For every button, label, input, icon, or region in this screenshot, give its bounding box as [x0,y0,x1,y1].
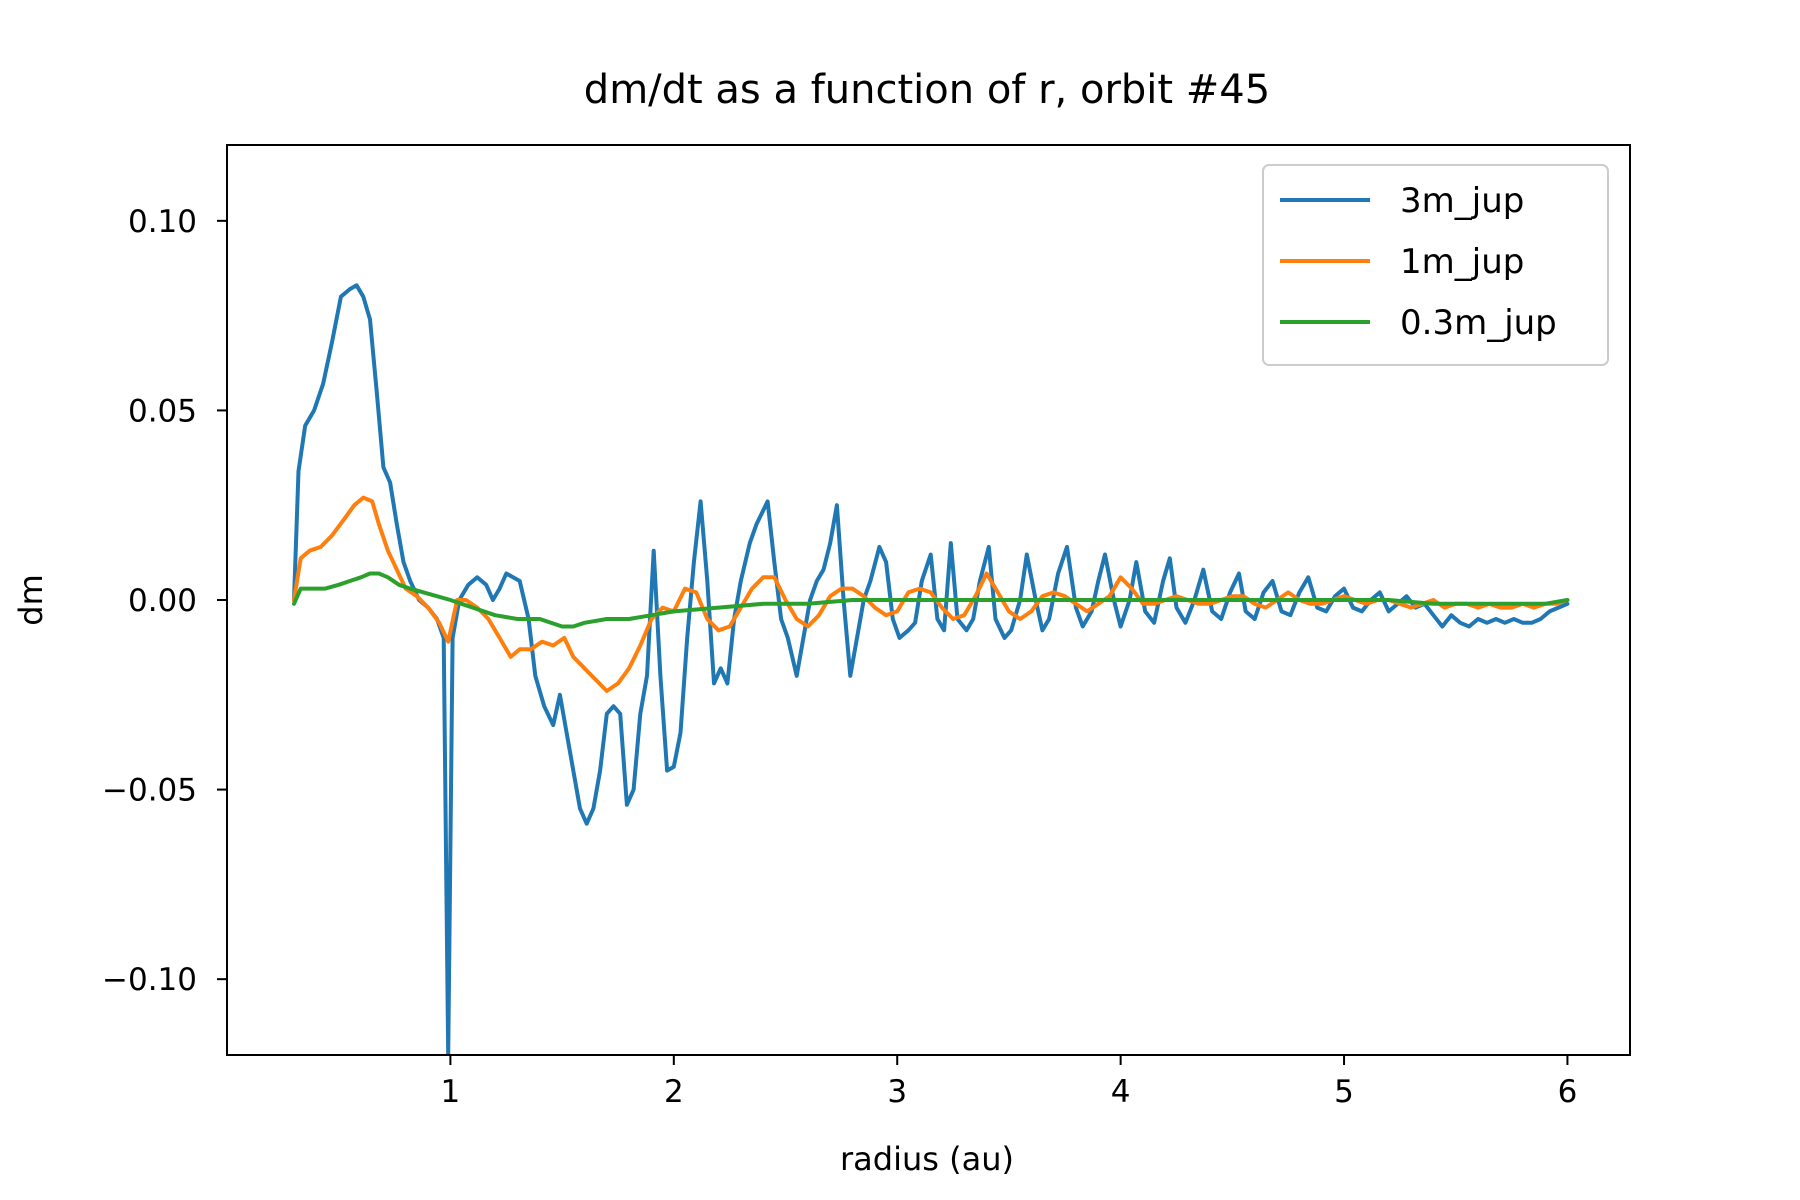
x-tick-label: 3 [887,1074,907,1110]
x-tick-label: 2 [664,1074,684,1110]
y-tick-label: 0.00 [128,583,197,619]
legend-label: 3m_jup [1400,181,1524,221]
y-axis: −0.10 −0.05 0.00 0.05 0.10 [102,204,227,998]
x-axis: 1 2 3 4 5 6 [441,1055,1578,1110]
y-tick-label: 0.05 [128,393,197,429]
x-tick-label: 6 [1558,1074,1578,1110]
y-tick-label: −0.10 [102,962,197,998]
y-tick-label: −0.05 [102,773,197,809]
x-tick-label: 5 [1334,1074,1354,1110]
y-axis-label: dm [12,574,50,625]
chart-title: dm/dt as a function of r, orbit #45 [584,67,1270,113]
series-line-0.3m_jup [292,571,1570,629]
x-tick-label: 4 [1111,1074,1131,1110]
series-layer [292,283,1570,1055]
legend-box [1262,164,1609,366]
legend-label: 0.3m_jup [1400,303,1557,343]
x-axis-label: radius (au) [840,1140,1014,1178]
series-line-3m_jup [292,283,1570,1055]
legend: 3m_jup 1m_jup 0.3m_jup [1262,164,1609,366]
legend-label: 1m_jup [1400,242,1524,282]
y-tick-label: 0.10 [128,204,197,240]
x-tick-label: 1 [441,1074,461,1110]
